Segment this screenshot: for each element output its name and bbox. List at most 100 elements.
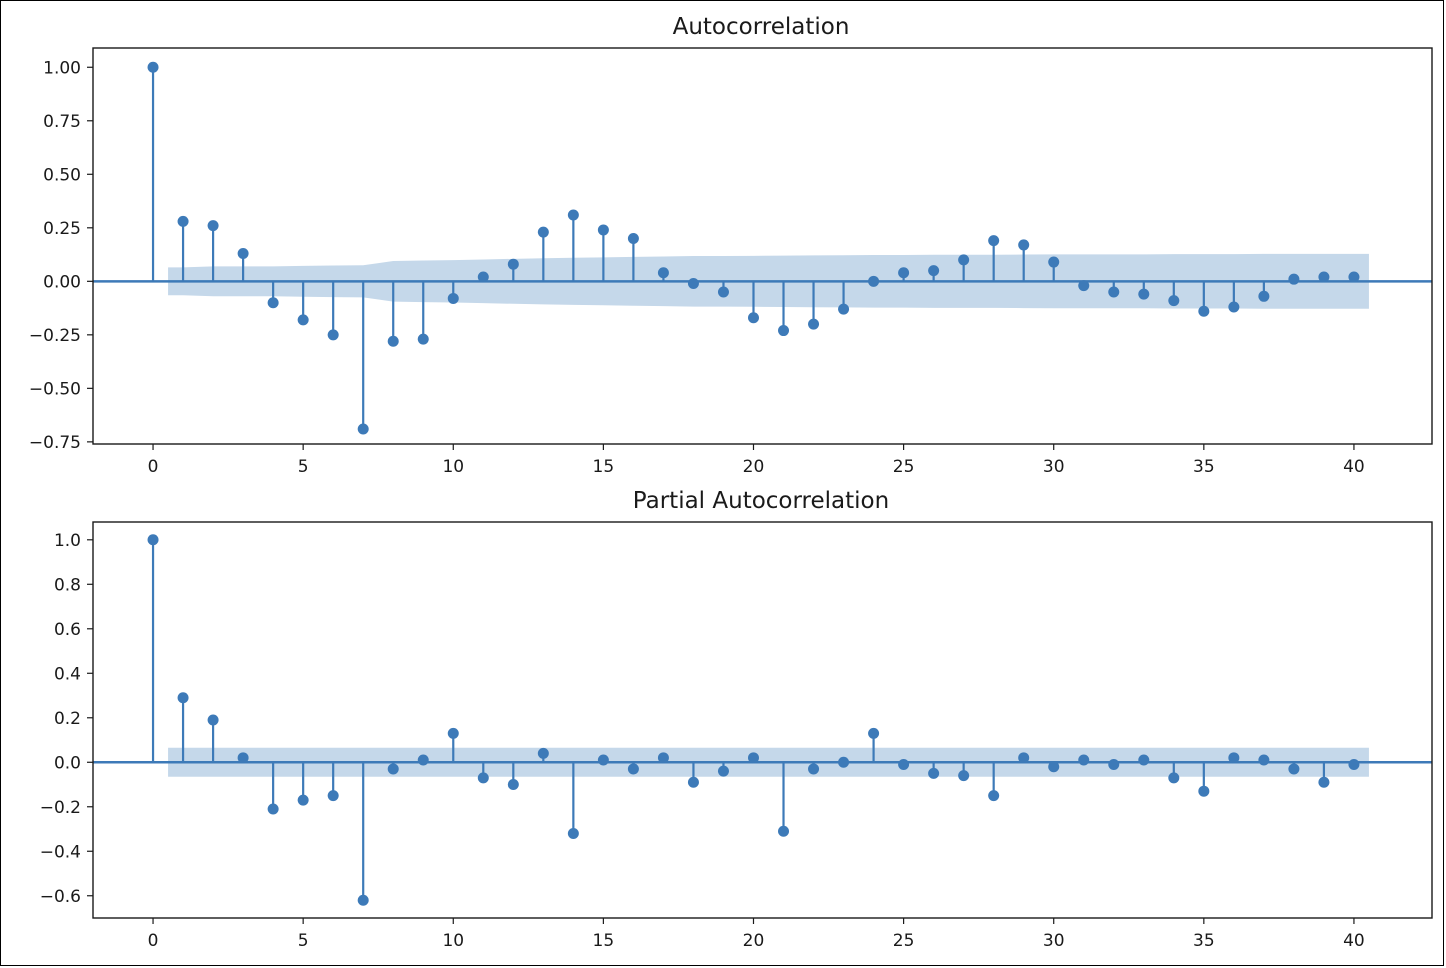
pacf-xtick-label-20: 20 <box>743 931 765 951</box>
acf-xtick-label-35: 35 <box>1193 457 1215 477</box>
pacf-marker-10 <box>447 727 459 739</box>
acf-marker-34 <box>1168 295 1180 307</box>
pacf-marker-6 <box>327 790 339 802</box>
pacf-marker-7 <box>357 894 369 906</box>
pacf-marker-20 <box>747 752 759 764</box>
acf-marker-4 <box>267 297 279 309</box>
pacf-marker-8 <box>387 763 399 775</box>
acf-ytick-label-3: 0.00 <box>43 272 81 292</box>
pacf-ytick-label-0: −0.6 <box>40 887 81 907</box>
pacf-marker-3 <box>237 752 249 764</box>
acf-marker-15 <box>597 224 609 236</box>
acf-stems <box>147 61 1360 435</box>
acf-ytick-label-1: −0.50 <box>29 379 81 399</box>
pacf-marker-27 <box>958 770 970 782</box>
pacf-marker-23 <box>838 756 850 768</box>
acf-marker-23 <box>838 303 850 315</box>
acf-marker-7 <box>357 423 369 435</box>
pacf-ytick-label-7: 0.8 <box>54 575 81 595</box>
pacf-marker-31 <box>1078 754 1090 766</box>
pacf-marker-12 <box>507 779 519 791</box>
pacf-xtick-label-30: 30 <box>1043 931 1065 951</box>
pacf-marker-37 <box>1258 754 1270 766</box>
acf-xtick-label-10: 10 <box>442 457 464 477</box>
pacf-ytick-label-4: 0.2 <box>54 709 81 729</box>
pacf-ytick-label-8: 1.0 <box>54 531 81 551</box>
acf-confidence-band <box>93 253 1432 309</box>
acf-marker-27 <box>958 254 970 266</box>
acf-marker-5 <box>297 314 309 326</box>
acf-marker-39 <box>1318 271 1330 283</box>
acf-marker-6 <box>327 329 339 341</box>
pacf-marker-17 <box>657 752 669 764</box>
pacf-marker-13 <box>537 747 549 759</box>
acf-ytick-label-7: 1.00 <box>43 58 81 78</box>
pacf-xtick-label-5: 5 <box>298 931 309 951</box>
acf-xtick-label-0: 0 <box>148 457 159 477</box>
pacf-xtick-label-35: 35 <box>1193 931 1215 951</box>
pacf-marker-22 <box>808 763 820 775</box>
acf-marker-24 <box>868 275 880 287</box>
acf-marker-14 <box>567 209 579 221</box>
acf-xtick-label-5: 5 <box>298 457 309 477</box>
acf-marker-3 <box>237 247 249 259</box>
pacf-marker-25 <box>898 758 910 770</box>
acf-axes: 0 5 10 15 20 25 30 35 40 −0.75 −0.50 −0.25 0.00 0.25 0… <box>29 47 1433 477</box>
pacf-axes-frame <box>92 521 1433 919</box>
pacf-ytick-label-1: −0.4 <box>40 842 81 862</box>
pacf-ytick-label-5: 0.4 <box>54 664 81 684</box>
acf-title: Autocorrelation <box>673 14 850 40</box>
pacf-ytick-label-2: −0.2 <box>40 798 81 818</box>
pacf-xtick-label-40: 40 <box>1343 931 1365 951</box>
pacf-ytick-label-6: 0.6 <box>54 620 81 640</box>
acf-marker-26 <box>928 265 940 277</box>
acf-marker-28 <box>988 235 1000 247</box>
acf-marker-8 <box>387 335 399 347</box>
acf-ytick-label-6: 0.75 <box>43 112 81 132</box>
pacf-marker-35 <box>1198 785 1210 797</box>
pacf-xtick-label-10: 10 <box>442 931 464 951</box>
pacf-ytick-label-3: 0.0 <box>54 753 81 773</box>
pacf-marker-9 <box>417 754 429 766</box>
pacf-xtick-label-25: 25 <box>893 931 915 951</box>
pacf-axes: 0 5 10 15 20 25 30 35 40 −0.6 −0.4 −0.2 0.0 0.2 0.4 0.6… <box>40 521 1433 951</box>
pacf-marker-40 <box>1348 758 1360 770</box>
pacf-marker-2 <box>207 714 219 726</box>
acf-marker-9 <box>417 333 429 345</box>
acf-marker-16 <box>627 233 639 245</box>
pacf-marker-18 <box>687 776 699 788</box>
acf-axes-frame <box>92 47 1433 445</box>
pacf-marker-38 <box>1288 763 1300 775</box>
acf-xtick-label-40: 40 <box>1343 457 1365 477</box>
acf-marker-40 <box>1348 271 1360 283</box>
acf-marker-30 <box>1048 256 1060 268</box>
pacf-marker-34 <box>1168 772 1180 784</box>
acf-marker-13 <box>537 226 549 238</box>
pacf-marker-0 <box>147 534 159 546</box>
acf-ytick-label-2: −0.25 <box>29 326 81 346</box>
acf-marker-11 <box>477 271 489 283</box>
acf-marker-32 <box>1108 286 1120 298</box>
pacf-marker-11 <box>477 772 489 784</box>
pacf-marker-36 <box>1228 752 1240 764</box>
pacf-marker-14 <box>567 827 579 839</box>
acf-marker-17 <box>657 267 669 279</box>
pacf-stems <box>147 534 1360 906</box>
acf-marker-2 <box>207 220 219 232</box>
pacf-marker-19 <box>717 765 729 777</box>
acf-marker-10 <box>447 292 459 304</box>
acf-marker-22 <box>808 318 820 330</box>
pacf-xtick-label-0: 0 <box>148 931 159 951</box>
pacf-marker-33 <box>1138 754 1150 766</box>
pacf-marker-29 <box>1018 752 1030 764</box>
acf-marker-36 <box>1228 301 1240 313</box>
pacf-marker-28 <box>988 790 1000 802</box>
acf-xtick-label-25: 25 <box>893 457 915 477</box>
pacf-xtick-label-15: 15 <box>593 931 615 951</box>
pacf-marker-1 <box>177 692 189 704</box>
pacf-marker-39 <box>1318 776 1330 788</box>
pacf-marker-15 <box>597 754 609 766</box>
